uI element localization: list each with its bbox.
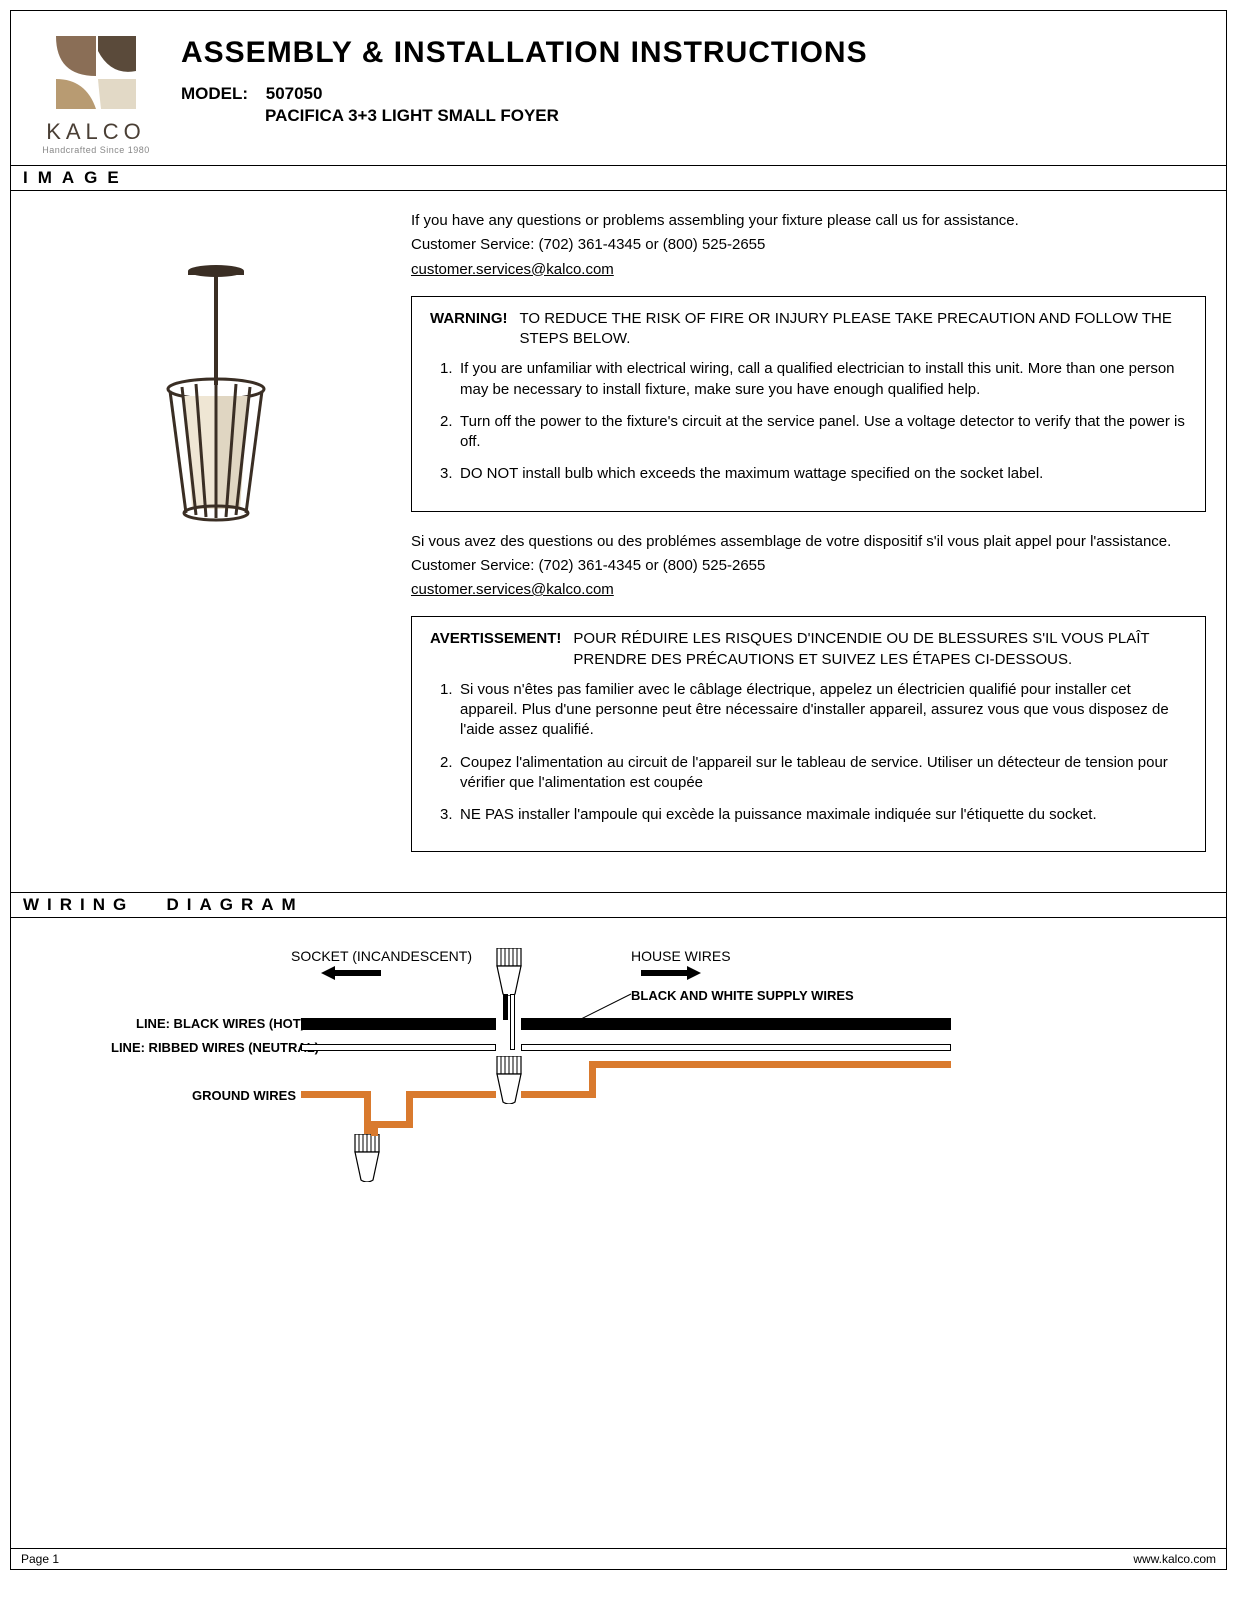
wire-ground-2v bbox=[406, 1091, 413, 1121]
assist-fr-line1: Si vous avez des questions ou des problé… bbox=[411, 532, 1206, 552]
warning-item: 2.Turn off the power to the fixture's ci… bbox=[440, 412, 1187, 453]
warning-label-fr: AVERTISSEMENT! bbox=[430, 629, 561, 670]
wire-v-neutral bbox=[510, 994, 515, 1050]
warning-box-en: WARNING! TO REDUCE THE RISK OF FIRE OR I… bbox=[411, 296, 1206, 512]
logo-brand: KALCO bbox=[31, 119, 161, 145]
model-label: MODEL: bbox=[181, 84, 261, 104]
arrow-left-icon bbox=[321, 966, 381, 980]
logo-icon bbox=[51, 31, 141, 111]
wire-v-black bbox=[503, 994, 508, 1020]
product-image bbox=[116, 251, 316, 551]
page-title: ASSEMBLY & INSTALLATION INSTRUCTIONS bbox=[181, 36, 1206, 70]
wire-neutral-right bbox=[521, 1044, 951, 1051]
assist-fr-email: customer.services@kalco.com bbox=[411, 580, 1206, 600]
wire-connector-icon bbox=[347, 1134, 387, 1182]
instructions-column: If you have any questions or problems as… bbox=[411, 211, 1206, 872]
assist-en-line1: If you have any questions or problems as… bbox=[411, 211, 1206, 231]
warning-text-fr: POUR RÉDUIRE LES RISQUES D'INCENDIE OU D… bbox=[573, 629, 1187, 670]
warning-item-text: Coupez l'alimentation au circuit de l'ap… bbox=[460, 754, 1168, 791]
assist-en-line2: Customer Service: (702) 361-4345 or (800… bbox=[411, 235, 1206, 255]
wire-ground-1 bbox=[301, 1091, 371, 1098]
wiring-label-neutral: LINE: RIBBED WIRES (NEUTRAL) bbox=[111, 1040, 296, 1055]
supply-leader-line bbox=[571, 990, 641, 1030]
wiring-label-supply: BLACK AND WHITE SUPPLY WIRES bbox=[631, 988, 854, 1003]
footer-page: Page 1 bbox=[21, 1552, 59, 1566]
warning-list-fr: 1.Si vous n'êtes pas familier avec le câ… bbox=[430, 680, 1187, 826]
warning-item: 1.If you are unfamiliar with electrical … bbox=[440, 359, 1187, 400]
warning-item: 3.NE PAS installer l'ampoule qui excède … bbox=[440, 805, 1187, 825]
wire-ground-2v2 bbox=[371, 1121, 378, 1136]
warning-head-en: WARNING! TO REDUCE THE RISK OF FIRE OR I… bbox=[430, 309, 1187, 350]
warning-label-en: WARNING! bbox=[430, 309, 508, 350]
section-bar-wiring: WIRING DIAGRAM bbox=[11, 892, 1226, 918]
model-row: MODEL: 507050 bbox=[181, 84, 1206, 104]
page-header: KALCO Handcrafted Since 1980 ASSEMBLY & … bbox=[11, 11, 1226, 165]
wiring-label-ground: GROUND WIRES bbox=[181, 1088, 296, 1103]
warning-item-text: NE PAS installer l'ampoule qui excède la… bbox=[460, 806, 1097, 823]
wire-connector-icon bbox=[489, 948, 529, 996]
warning-item-text: DO NOT install bulb which exceeds the ma… bbox=[460, 465, 1043, 482]
warning-item-text: Turn off the power to the fixture's circ… bbox=[460, 413, 1185, 450]
wiring-label-house: HOUSE WIRES bbox=[631, 948, 731, 964]
warning-box-fr: AVERTISSEMENT! POUR RÉDUIRE LES RISQUES … bbox=[411, 616, 1206, 852]
wiring-label-2: DIAGRAM bbox=[166, 895, 303, 914]
warning-item: 1.Si vous n'êtes pas familier avec le câ… bbox=[440, 680, 1187, 741]
wire-ground-1v bbox=[364, 1091, 371, 1136]
wire-connector-icon bbox=[489, 1056, 529, 1104]
warning-item-text: If you are unfamiliar with electrical wi… bbox=[460, 360, 1175, 397]
warning-item: 2.Coupez l'alimentation au circuit de l'… bbox=[440, 753, 1187, 794]
wire-neutral-left bbox=[301, 1044, 496, 1051]
arrow-right-icon bbox=[641, 966, 701, 980]
wire-hot-left bbox=[301, 1018, 496, 1030]
logo-block: KALCO Handcrafted Since 1980 bbox=[31, 31, 161, 155]
title-block: ASSEMBLY & INSTALLATION INSTRUCTIONS MOD… bbox=[181, 31, 1206, 126]
document-page: KALCO Handcrafted Since 1980 ASSEMBLY & … bbox=[10, 10, 1227, 1570]
product-name: PACIFICA 3+3 LIGHT SMALL FOYER bbox=[265, 106, 1206, 126]
assist-en-email: customer.services@kalco.com bbox=[411, 260, 1206, 280]
warning-list-en: 1.If you are unfamiliar with electrical … bbox=[430, 359, 1187, 484]
logo-tagline: Handcrafted Since 1980 bbox=[31, 145, 161, 155]
wire-ground-3 bbox=[521, 1091, 596, 1098]
warning-head-fr: AVERTISSEMENT! POUR RÉDUIRE LES RISQUES … bbox=[430, 629, 1187, 670]
model-number: 507050 bbox=[266, 84, 323, 103]
warning-text-en: TO REDUCE THE RISK OF FIRE OR INJURY PLE… bbox=[520, 309, 1188, 350]
wiring-diagram: SOCKET (INCANDESCENT) HOUSE WIRES BLACK … bbox=[11, 918, 1226, 1238]
wiring-label-socket: SOCKET (INCANDESCENT) bbox=[291, 948, 472, 964]
warning-item: 3.DO NOT install bulb which exceeds the … bbox=[440, 464, 1187, 484]
assist-fr-line2: Customer Service: (702) 361-4345 or (800… bbox=[411, 556, 1206, 576]
product-image-column bbox=[31, 211, 401, 872]
wire-ground-2 bbox=[406, 1091, 496, 1098]
wire-ground-4 bbox=[589, 1061, 951, 1068]
wiring-label-1: WIRING bbox=[23, 895, 134, 914]
wiring-label-hot: LINE: BLACK WIRES (HOT) bbox=[136, 1016, 296, 1031]
warning-item-text: Si vous n'êtes pas familier avec le câbl… bbox=[460, 681, 1169, 739]
image-section-content: If you have any questions or problems as… bbox=[11, 191, 1226, 892]
section-bar-image: IMAGE bbox=[11, 165, 1226, 191]
footer-url: www.kalco.com bbox=[1133, 1552, 1216, 1566]
page-footer: Page 1 www.kalco.com bbox=[11, 1548, 1226, 1569]
